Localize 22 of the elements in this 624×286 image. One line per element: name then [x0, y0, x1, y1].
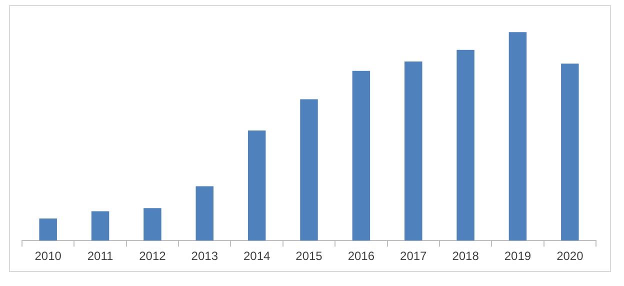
- bar: [404, 62, 422, 241]
- bar: [300, 99, 318, 241]
- x-tick-label: 2010: [34, 249, 62, 264]
- x-tick-label: 2012: [139, 249, 166, 264]
- x-tick-label: 2019: [504, 249, 532, 264]
- x-tick-label: 2016: [348, 249, 375, 264]
- x-tick-label: 2020: [556, 249, 584, 264]
- x-tick-label: 2017: [400, 249, 428, 264]
- x-tick-label: 2018: [452, 249, 480, 264]
- x-tick-label: 2014: [243, 249, 270, 264]
- x-tick-label: 2015: [296, 249, 323, 264]
- x-tick-label: 2013: [191, 249, 218, 264]
- bar: [456, 50, 474, 241]
- bar: [352, 70, 370, 241]
- bar: [91, 211, 110, 241]
- bar: [508, 32, 527, 241]
- bar: [144, 208, 162, 241]
- bar: [561, 64, 579, 241]
- bar: [248, 130, 266, 241]
- x-tick-label: 2011: [87, 249, 114, 264]
- bar: [196, 186, 214, 241]
- bar: [39, 218, 57, 241]
